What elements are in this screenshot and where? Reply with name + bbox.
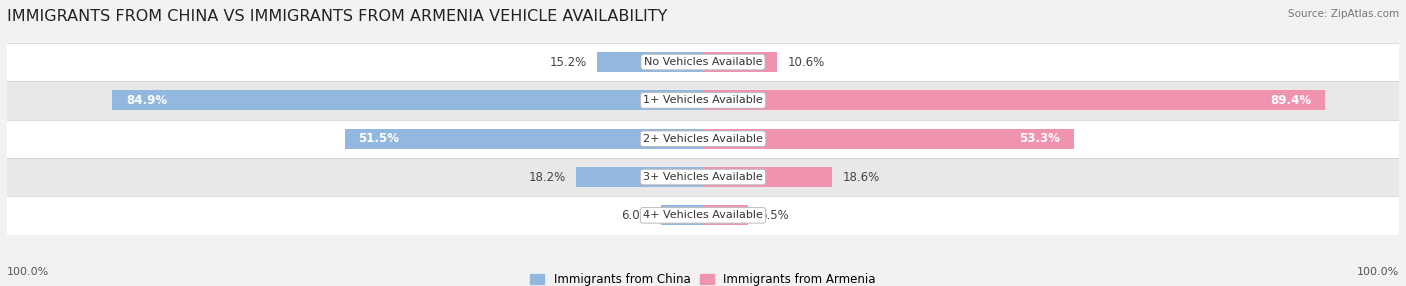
Bar: [661, 205, 703, 225]
Text: IMMIGRANTS FROM CHINA VS IMMIGRANTS FROM ARMENIA VEHICLE AVAILABILITY: IMMIGRANTS FROM CHINA VS IMMIGRANTS FROM…: [7, 9, 668, 23]
Bar: [703, 129, 1074, 149]
Text: 6.0%: 6.0%: [621, 209, 651, 222]
Bar: [112, 90, 703, 110]
Legend: Immigrants from China, Immigrants from Armenia: Immigrants from China, Immigrants from A…: [526, 270, 880, 286]
Text: 10.6%: 10.6%: [787, 55, 824, 69]
Text: Source: ZipAtlas.com: Source: ZipAtlas.com: [1288, 9, 1399, 19]
Text: 53.3%: 53.3%: [1019, 132, 1060, 145]
Bar: [703, 90, 1326, 110]
Bar: [703, 167, 832, 187]
Bar: [576, 167, 703, 187]
Text: 51.5%: 51.5%: [359, 132, 399, 145]
Bar: [703, 205, 748, 225]
FancyBboxPatch shape: [7, 158, 1399, 196]
Text: 100.0%: 100.0%: [1357, 267, 1399, 277]
Text: 3+ Vehicles Available: 3+ Vehicles Available: [643, 172, 763, 182]
Bar: [598, 52, 703, 72]
Text: 2+ Vehicles Available: 2+ Vehicles Available: [643, 134, 763, 144]
Text: No Vehicles Available: No Vehicles Available: [644, 57, 762, 67]
Text: 4+ Vehicles Available: 4+ Vehicles Available: [643, 210, 763, 220]
Text: 84.9%: 84.9%: [127, 94, 167, 107]
Bar: [703, 52, 776, 72]
Text: 6.5%: 6.5%: [759, 209, 789, 222]
Text: 1+ Vehicles Available: 1+ Vehicles Available: [643, 96, 763, 105]
Text: 18.6%: 18.6%: [842, 170, 880, 184]
Text: 89.4%: 89.4%: [1270, 94, 1312, 107]
FancyBboxPatch shape: [7, 196, 1399, 235]
Text: 18.2%: 18.2%: [529, 170, 565, 184]
Bar: [344, 129, 703, 149]
FancyBboxPatch shape: [7, 120, 1399, 158]
Text: 15.2%: 15.2%: [550, 55, 586, 69]
FancyBboxPatch shape: [7, 81, 1399, 120]
Text: 100.0%: 100.0%: [7, 267, 49, 277]
FancyBboxPatch shape: [7, 43, 1399, 81]
